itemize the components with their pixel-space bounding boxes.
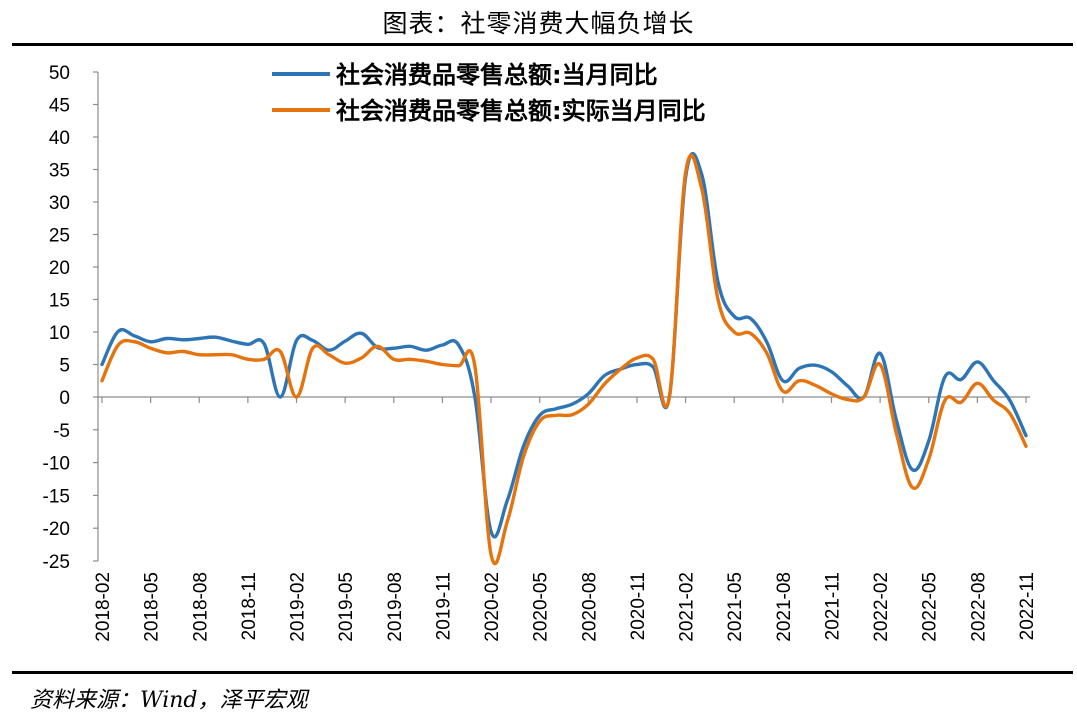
x-tick-label: 2020-11	[628, 572, 649, 640]
x-tick-label: 2021-02	[677, 572, 698, 642]
y-tick-label: -15	[43, 486, 70, 507]
figure-title: 图表：社零消费大幅负增长	[382, 9, 695, 38]
x-tick-label: 2018-05	[142, 572, 163, 642]
source-note: 资料来源：Wind，泽平宏观	[30, 688, 308, 713]
x-tick-label: 2018-08	[190, 572, 211, 642]
y-tick-label: 5	[59, 356, 70, 377]
x-tick-label: 2019-02	[288, 572, 309, 642]
y-tick-label: 0	[59, 388, 70, 409]
x-tick-label: 2021-08	[774, 572, 795, 642]
top-rule	[12, 43, 1073, 46]
y-tick-label: -10	[43, 454, 70, 475]
series-line-nominal	[100, 151, 1028, 539]
y-tick-label: 20	[49, 258, 70, 279]
y-tick-label: 45	[49, 96, 70, 117]
y-tick-label: 15	[49, 291, 70, 312]
series-line-real	[100, 153, 1028, 566]
bottom-rule	[12, 671, 1073, 674]
x-tick-label: 2019-08	[385, 572, 406, 642]
x-tick-label: 2018-02	[93, 572, 114, 642]
x-tick-label: 2020-05	[531, 572, 552, 642]
x-tick-label: 2022-11	[1017, 572, 1038, 640]
x-tick-label: 2020-08	[579, 572, 600, 642]
y-tick-label: 35	[49, 161, 70, 182]
x-tick-label: 2022-08	[968, 572, 989, 642]
x-tick-label: 2021-11	[822, 572, 843, 640]
y-tick-label: 40	[49, 128, 70, 149]
y-tick-label: 10	[49, 323, 70, 344]
y-tick-label: 30	[49, 193, 70, 214]
y-tick-label: 25	[49, 226, 70, 247]
x-tick-label: 2018-11	[239, 572, 260, 640]
legend-label: 社会消费品零售总额:实际当月同比	[336, 97, 706, 125]
series-layer	[100, 151, 1028, 566]
y-tick-label: -25	[43, 552, 70, 573]
x-tick-label: 2022-02	[871, 572, 892, 642]
legend-label: 社会消费品零售总额:当月同比	[336, 61, 658, 89]
x-tick-label: 2019-05	[336, 572, 357, 642]
x-axis: 2018-02 2018-05 2018-08 2018-11 2019-02 2019-…	[93, 396, 1038, 642]
y-tick-label: -5	[53, 421, 70, 442]
x-tick-label: 2022-05	[920, 572, 941, 642]
y-tick-label: 50	[49, 63, 70, 84]
x-tick-label: 2019-11	[433, 572, 454, 640]
x-tick-label: 2020-02	[482, 572, 503, 642]
x-tick-label: 2021-05	[725, 572, 746, 642]
y-tick-label: -20	[43, 519, 70, 540]
